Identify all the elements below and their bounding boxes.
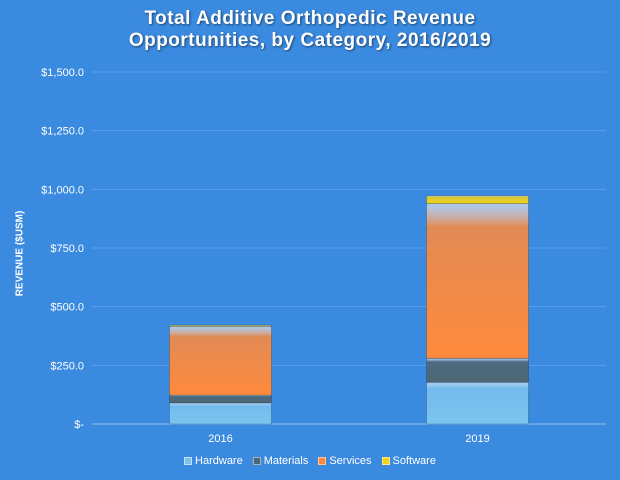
y-tick-label: $1,000.0 (41, 184, 84, 196)
bar-services-2019 (426, 203, 529, 359)
x-tick-label: 2019 (465, 433, 489, 445)
legend-swatch (318, 457, 327, 466)
legend: Hardware Materials Services Software (0, 455, 620, 467)
y-tick-label: $750.0 (50, 243, 84, 255)
chart-title: Total Additive Orthopedic Revenue Opportu… (128, 8, 492, 51)
legend-item: Software (381, 455, 436, 467)
y-tick-label: $250.0 (50, 360, 84, 372)
y-tick-label: $1,250.0 (41, 126, 84, 138)
y-tick-label: $- (74, 419, 84, 431)
bar-hardware-2019 (426, 381, 529, 425)
legend-swatch (184, 457, 193, 466)
legend-item: Materials (252, 455, 309, 467)
legend-item: Services (318, 455, 372, 467)
bar-software-2019 (426, 195, 529, 205)
legend-label: Hardware (195, 455, 243, 467)
legend-label: Software (392, 455, 436, 467)
bar-hardware-2016 (169, 402, 272, 425)
bar-materials-2016 (169, 394, 272, 404)
y-tick-label: $500.0 (50, 302, 84, 314)
legend-swatch (252, 457, 261, 466)
legend-item: Hardware (184, 455, 243, 467)
legend-label: Materials (263, 455, 309, 467)
y-tick-label: $1,500.0 (41, 67, 84, 79)
bar-software-2016 (169, 324, 272, 327)
x-tick-label: 2016 (208, 433, 232, 445)
legend-label: Services (329, 455, 372, 467)
legend-swatch (381, 457, 390, 466)
bar-materials-2019 (426, 357, 529, 383)
bar-services-2016 (169, 325, 272, 396)
